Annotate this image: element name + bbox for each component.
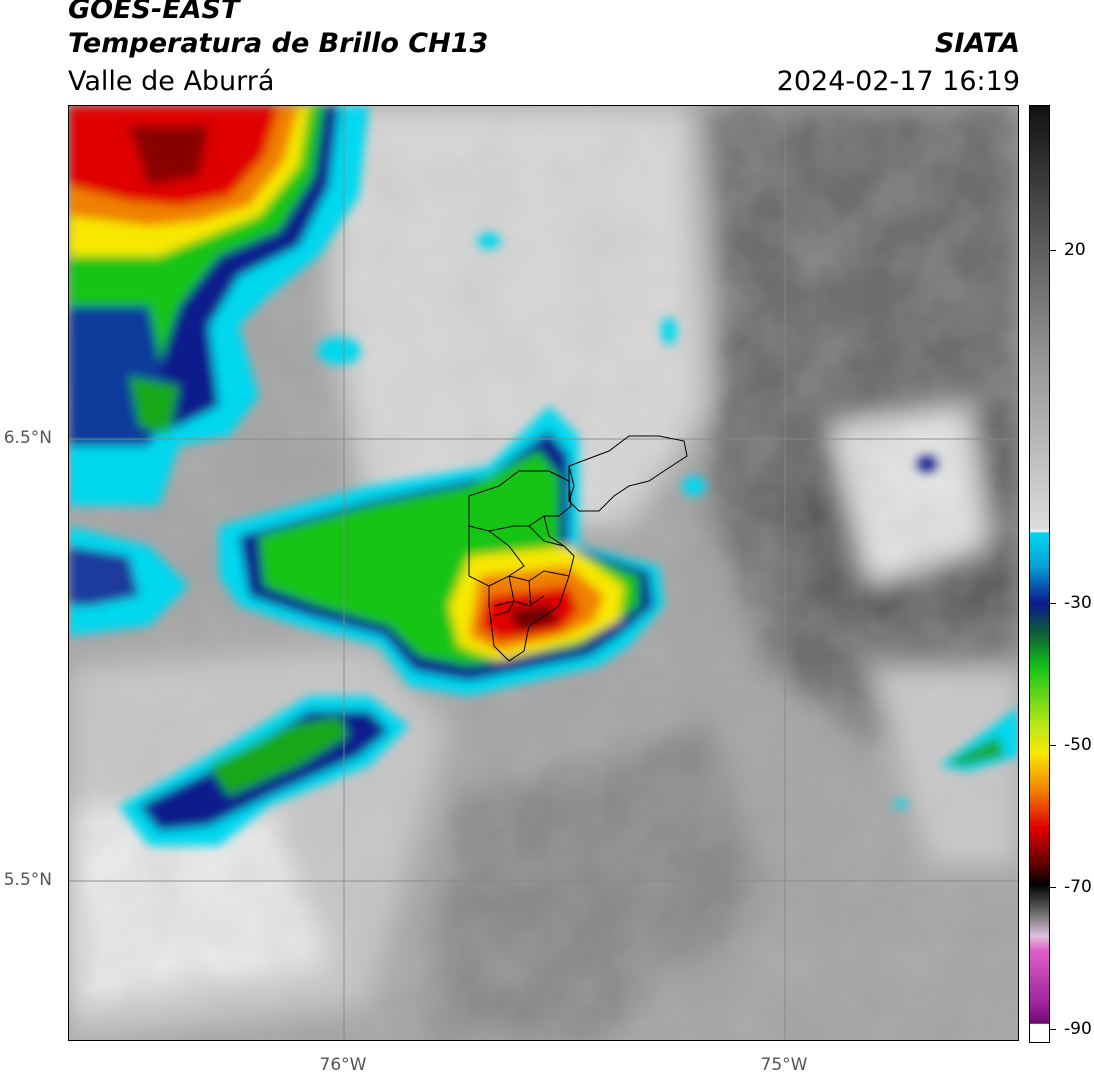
lon-label-75w: 75°W (760, 1055, 808, 1075)
municipal-boundaries (468, 435, 688, 662)
lat-label-5-5: 5.5°N (3, 870, 52, 890)
colorbar-label-neg90: -90 (1064, 1019, 1092, 1039)
colorbar-label-20: 20 (1064, 240, 1086, 260)
graticule (69, 106, 1018, 1040)
colorbar-tick (1050, 745, 1056, 746)
temperature-colorbar (1029, 105, 1050, 1043)
satellite-title: GOES-EAST (68, 0, 240, 25)
region-subtitle: Valle de Aburrá (68, 66, 275, 97)
colorbar-tick (1050, 250, 1056, 251)
product-title: Temperatura de Brillo CH13 (68, 28, 489, 59)
colorbar-label-neg30: -30 (1064, 593, 1092, 613)
colorbar-tick (1050, 887, 1056, 888)
organization-label: SIATA (934, 28, 1020, 59)
satellite-image (69, 106, 1018, 1040)
colorbar-tick (1050, 1029, 1056, 1030)
brightness-temperature-map[interactable] (68, 105, 1019, 1041)
lon-label-76w: 76°W (319, 1055, 367, 1075)
colorbar-tick (1050, 603, 1056, 604)
colorbar-label-neg70: -70 (1064, 877, 1092, 897)
datetime-label: 2024-02-17 16:19 (776, 66, 1020, 97)
colorbar-label-neg50: -50 (1064, 735, 1092, 755)
lat-label-6-5: 6.5°N (3, 428, 52, 448)
